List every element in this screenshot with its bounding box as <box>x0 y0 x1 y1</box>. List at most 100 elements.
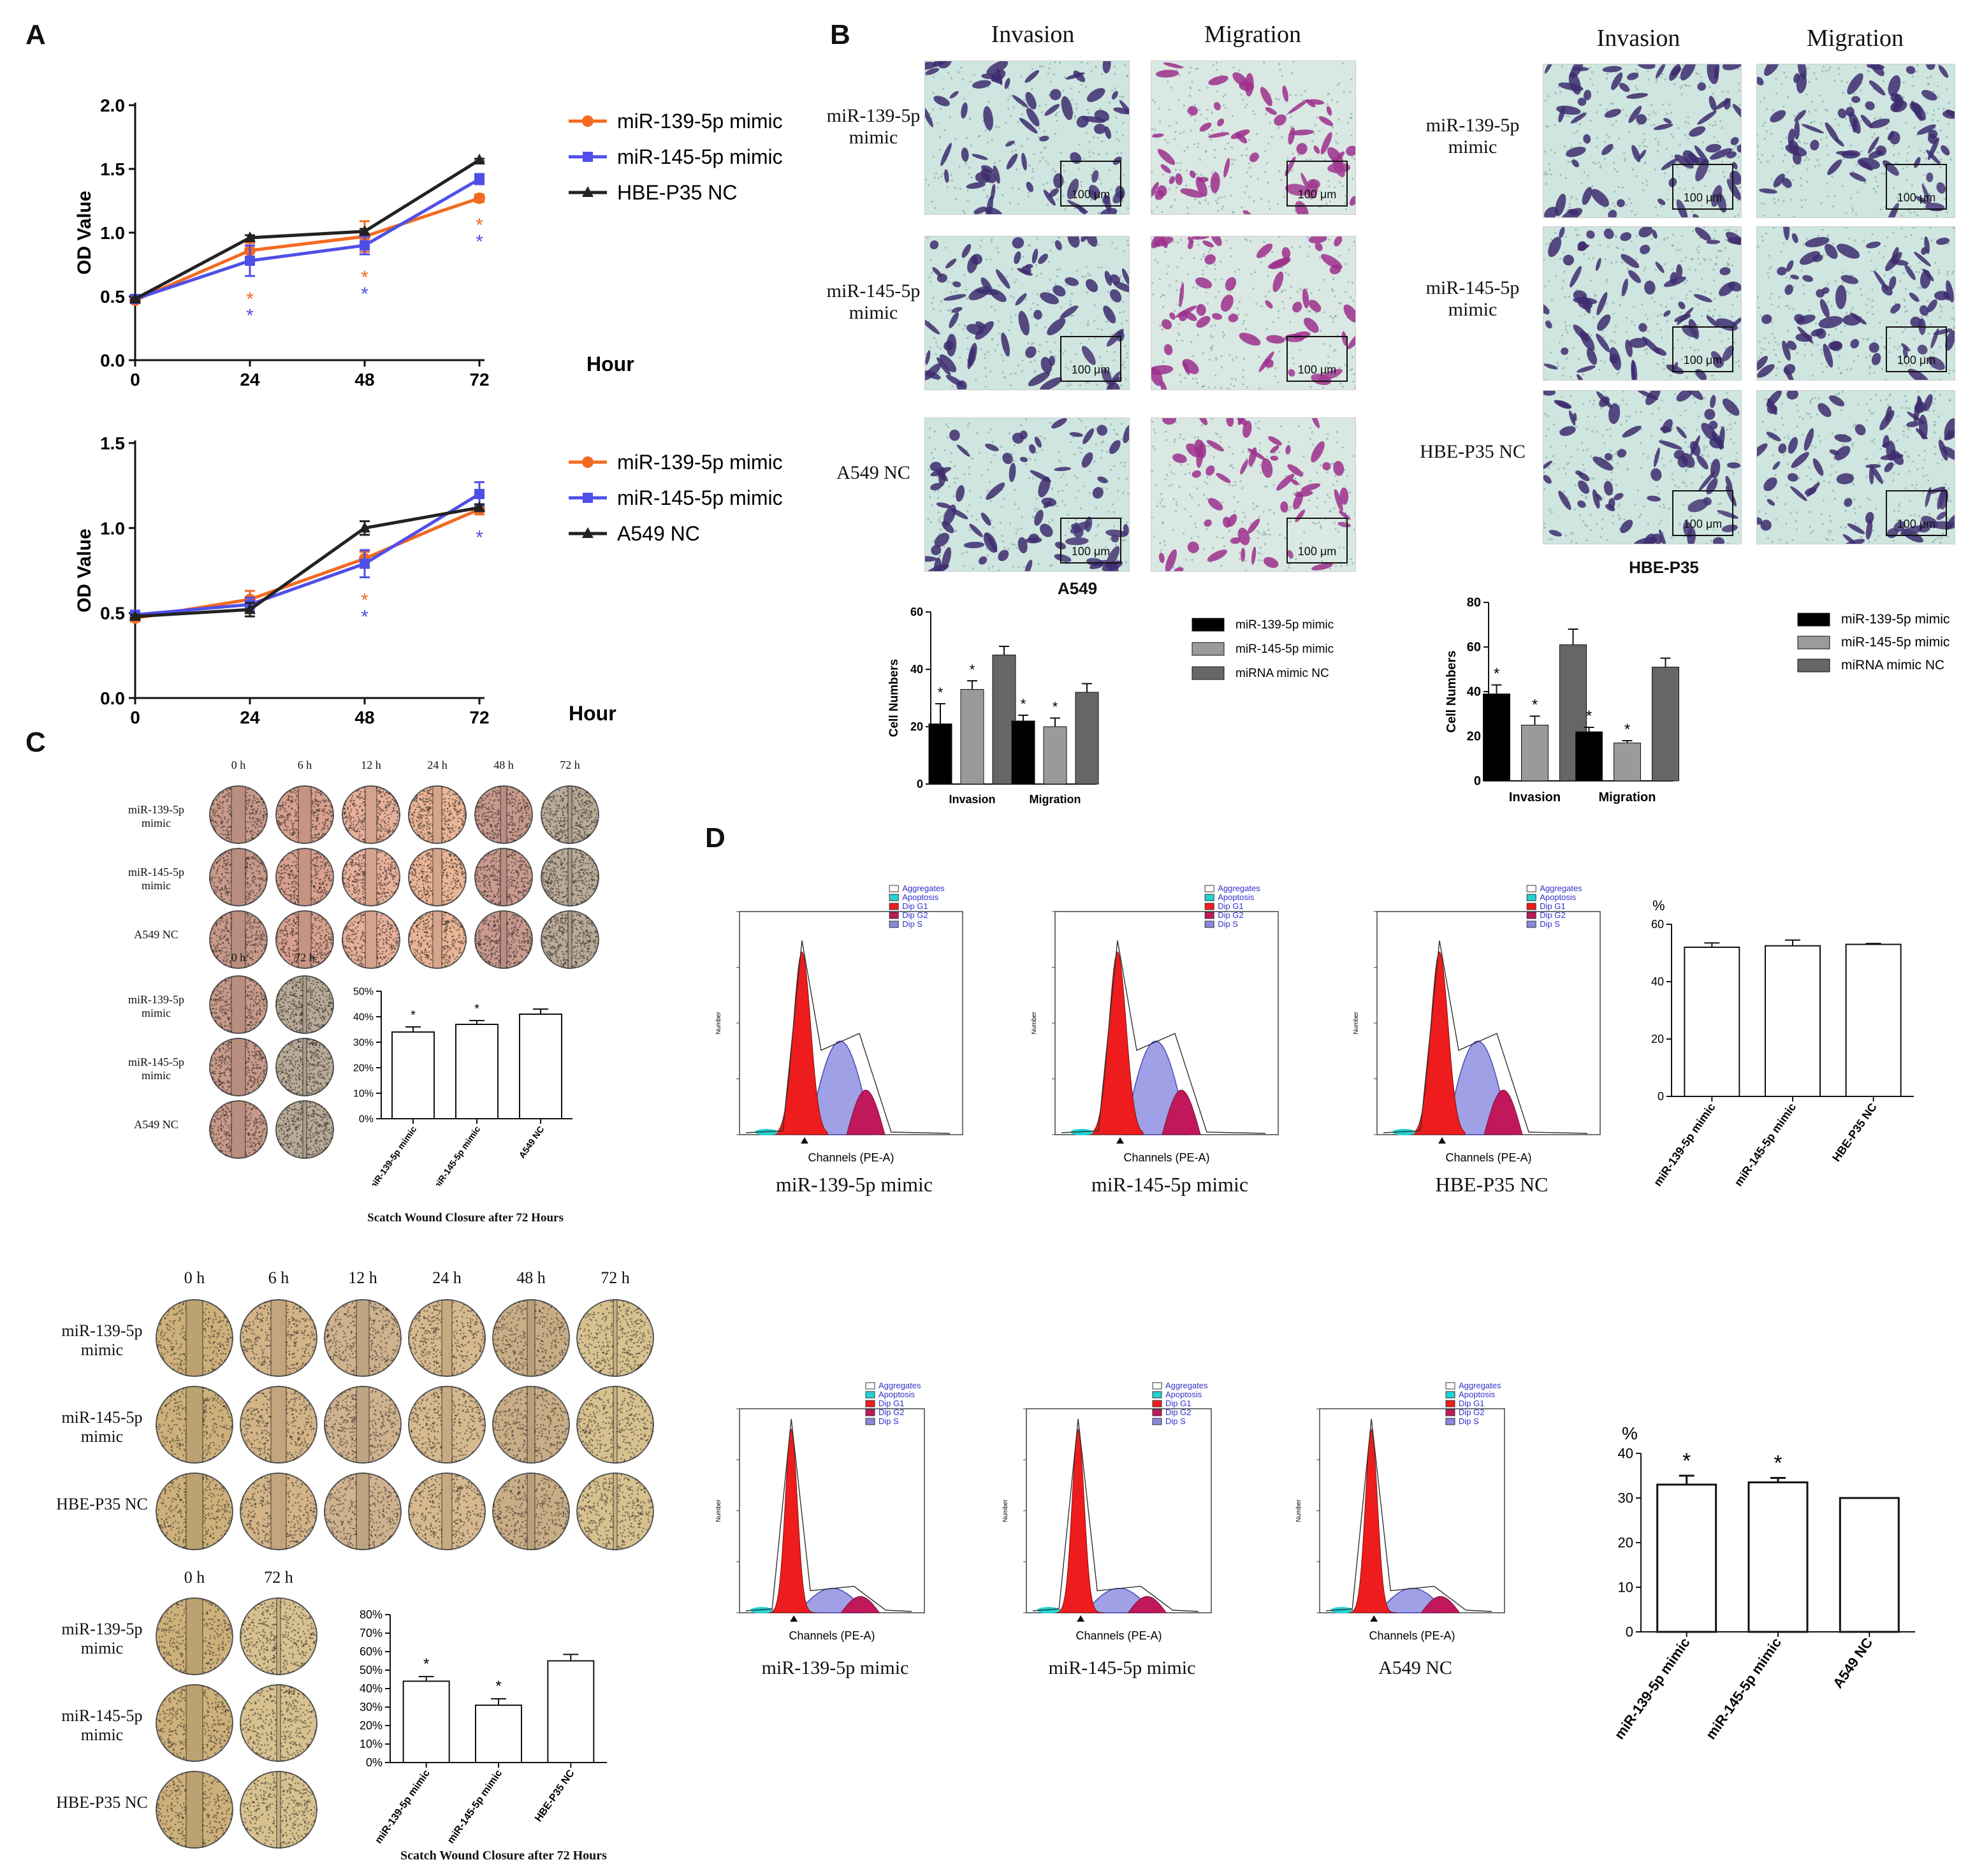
legend-swatch <box>889 885 899 892</box>
wound-plate-image <box>156 1684 233 1762</box>
histogram-envelope <box>745 1418 912 1612</box>
wound-plate-image <box>408 1472 486 1550</box>
x-axis-label: Channels (PE-A) <box>1445 1151 1531 1164</box>
y-tick-label: 0 <box>1474 774 1481 789</box>
legend-label: Apoptosis <box>1459 1390 1496 1399</box>
category-label: miR-139-5p mimic <box>1651 1101 1718 1189</box>
bar <box>1521 725 1549 782</box>
category-label: miR-139-5p mimic <box>367 1124 419 1186</box>
y-tick-label: 60% <box>360 1645 383 1658</box>
x-axis-label: Channels (PE-A) <box>1075 1629 1162 1642</box>
legend-label: miR-139-5p mimic <box>1235 618 1334 632</box>
unit-label: % <box>1622 1423 1638 1443</box>
x-tick-label: 24 <box>240 370 260 389</box>
wound-plate-image <box>275 910 334 969</box>
data-point <box>129 293 141 303</box>
x-axis-label: Channels (PE-A) <box>1123 1151 1209 1164</box>
microscopy-image: 100 μm <box>1543 226 1742 381</box>
peak-marker <box>1116 1137 1124 1144</box>
transwell-title-a549: A549 <box>1046 579 1109 599</box>
y-tick-label: 20 <box>1618 1534 1633 1550</box>
legend-marker <box>582 115 594 127</box>
peak-marker <box>1370 1615 1378 1622</box>
legend-label: miR-139-5p mimic <box>617 451 783 474</box>
g1-peak <box>1052 1428 1104 1613</box>
row-label: miR-139-5p mimic <box>102 993 210 1020</box>
legend-swatch <box>1152 1391 1162 1399</box>
series-line <box>135 505 480 618</box>
wound-plate-image <box>324 1386 402 1464</box>
time-header: 24 h <box>402 1269 492 1288</box>
cell-cycle-s-phase-bar-a549: 0 10 20 30 40% * miR-139-5p mimic * miR-145-5p m… <box>1611 1423 1915 1742</box>
microscopy-image: 100 μm <box>1756 64 1955 218</box>
y-tick-label: 10 <box>1618 1579 1633 1595</box>
legend-marker <box>583 493 593 503</box>
y-tick-label: 40% <box>353 1012 374 1022</box>
legend-label: Dip S <box>878 1416 899 1426</box>
time-header: 0 h <box>149 1568 240 1587</box>
wound-plate-image <box>492 1386 570 1464</box>
histogram-caption: miR-139-5p mimic <box>708 1657 963 1679</box>
wound-plate-image <box>275 848 334 906</box>
apoptosis-region <box>1037 1607 1060 1613</box>
legend-label: Aggregates <box>1459 1381 1501 1390</box>
bar <box>547 1660 595 1763</box>
panel-label-d: D <box>705 822 725 854</box>
y-axis-label: Number <box>715 1499 722 1522</box>
legend-swatch <box>865 1409 875 1416</box>
wound-plate-image <box>342 785 400 844</box>
legend-label: Apoptosis <box>1165 1390 1202 1399</box>
wound-plate-image <box>209 1100 268 1159</box>
row-label: HBE-P35 NC <box>38 1793 166 1812</box>
bar <box>1075 692 1099 785</box>
legend-swatch <box>889 912 899 919</box>
column-header: Migration <box>1157 20 1348 48</box>
wound-plate-image <box>275 1100 334 1159</box>
legend-swatch <box>1797 613 1830 627</box>
legend-label: miR-139-5p mimic <box>617 110 783 133</box>
series-line <box>135 492 481 616</box>
wound-plate-image <box>240 1472 317 1550</box>
wound-plate-image <box>275 785 334 844</box>
significance-star: * <box>246 289 254 310</box>
histogram-envelope <box>1383 940 1588 1134</box>
y-tick-label: 30 <box>1618 1490 1633 1506</box>
x-tick-label: 24 <box>240 708 260 727</box>
y-tick-label: 1.0 <box>100 223 125 243</box>
plot-frame <box>1319 1408 1505 1613</box>
time-header: 12 h <box>335 759 407 772</box>
plot-frame <box>739 1408 925 1613</box>
microscopy-image: 100 μm <box>924 61 1130 215</box>
bar <box>1483 694 1510 782</box>
legend-label: Apoptosis <box>1218 892 1255 902</box>
wound-plate-image <box>240 1299 317 1377</box>
bar <box>1652 667 1679 782</box>
y-tick-label: 40 <box>1467 685 1481 699</box>
legend-swatch <box>1204 920 1214 928</box>
column-header: Migration <box>1760 24 1951 52</box>
histogram-caption: miR-145-5p mimic <box>1023 1173 1316 1196</box>
legend-swatch <box>1152 1409 1162 1416</box>
x-axis-label: Channels (PE-A) <box>1369 1629 1455 1642</box>
wound-plate-image <box>209 785 268 844</box>
time-header: 0 h <box>203 951 274 964</box>
row-label: miR-145-5p mimic <box>1396 277 1549 321</box>
significance-star: * <box>476 215 483 236</box>
legend-label: Aggregates <box>1540 883 1582 893</box>
row-label: miR-145-5p mimic <box>102 866 210 892</box>
bar <box>475 1705 522 1764</box>
legend-swatch <box>1204 885 1214 892</box>
wound-plate-image <box>240 1684 317 1762</box>
category-label: Migration <box>1030 793 1081 806</box>
data-point <box>360 558 370 569</box>
od-line-chart-hbe: 0.0 0.5 1.0 1.5 2.0 0 24 48 72 OD Value Hour miR-13… <box>74 96 783 389</box>
legend-swatch <box>1526 885 1536 892</box>
scale-bar: 100 μm <box>1060 518 1121 564</box>
wound-plate-image <box>408 785 467 844</box>
y-tick-label: 50% <box>353 986 374 997</box>
legend-label: miR-145-5p mimic <box>1235 643 1334 656</box>
time-header: 0 h <box>149 1269 240 1288</box>
bar <box>402 1680 450 1763</box>
wound-plate-image <box>209 910 268 969</box>
bar <box>1845 943 1902 1097</box>
